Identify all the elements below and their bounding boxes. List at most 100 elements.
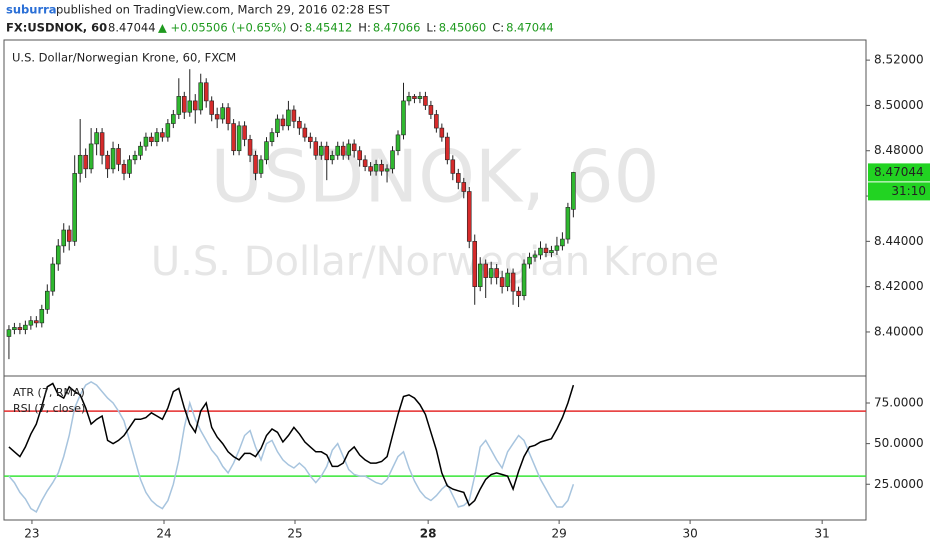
candle-body <box>340 145 346 156</box>
ohlc-label: L: <box>426 21 436 35</box>
candle-body <box>379 164 384 172</box>
candle-body <box>61 229 67 247</box>
candle-body <box>209 100 214 115</box>
candle-body <box>428 105 434 115</box>
candle-body <box>477 263 483 287</box>
pane-title: U.S. Dollar/Norwegian Krone, 60, FXCM <box>12 51 236 65</box>
candle-body <box>412 96 417 99</box>
candle-body <box>132 154 138 161</box>
candle-body <box>401 100 406 136</box>
header: suburra published on TradingView.com, Ma… <box>6 3 554 35</box>
candle-body <box>362 159 368 167</box>
candle-body <box>154 132 160 142</box>
candle-body <box>55 245 61 265</box>
candle-body <box>165 123 171 138</box>
ohlc-label: O: <box>290 21 303 35</box>
candle-body <box>77 154 83 174</box>
candle-body <box>121 164 127 174</box>
candle-body <box>275 118 280 133</box>
y-tick-label: 50.0000 <box>874 436 924 450</box>
candle-body <box>302 127 308 138</box>
candle-body <box>461 182 467 192</box>
x-tick-label: 30 <box>682 527 697 541</box>
y-tick-label: 75.0000 <box>874 396 924 410</box>
y-tick-label: 8.52000 <box>874 53 924 67</box>
panes: USDNOK, 60 U.S. Dollar/Norwegian Krone U.S… <box>4 51 930 541</box>
watermark: U.S. Dollar/Norwegian Krone <box>151 239 719 285</box>
ohlc-value: 8.45412 <box>305 21 353 35</box>
countdown-badge <box>868 182 930 201</box>
candle-body <box>88 143 94 170</box>
candle-body <box>253 154 258 174</box>
candle-body <box>450 159 456 174</box>
candle-body <box>17 327 23 330</box>
candle-body <box>423 96 428 106</box>
x-tick-label: 28 <box>420 527 437 541</box>
candle-body <box>456 173 461 183</box>
candle-body <box>50 263 56 292</box>
candle-body <box>538 247 543 256</box>
author[interactable]: suburra <box>6 3 57 17</box>
candle-body <box>357 150 362 161</box>
candle-body <box>499 277 505 287</box>
candle-body <box>72 173 77 242</box>
candle-body <box>335 145 341 156</box>
candle-body <box>203 82 209 102</box>
candle-body <box>494 268 499 278</box>
candle-body <box>94 132 99 145</box>
candle-body <box>549 250 554 253</box>
indicator-line <box>8 381 575 513</box>
candle-body <box>236 125 242 152</box>
x-tick-label: 31 <box>815 527 830 541</box>
candle-body <box>554 245 560 251</box>
candle-body <box>220 107 225 120</box>
ohlc-value: 8.47044 <box>506 21 554 35</box>
y-tick-label: 8.42000 <box>874 279 924 293</box>
last-price-label: 8.47044 <box>874 165 924 179</box>
candle-body <box>280 118 286 127</box>
candle-body <box>472 241 478 287</box>
candle-body <box>395 134 401 152</box>
candle-body <box>516 290 521 297</box>
symbol: FX:USDNOK, 60 <box>6 21 107 35</box>
candle-body <box>445 136 450 161</box>
candle-body <box>176 96 182 115</box>
candle-body <box>192 100 198 111</box>
candle-body <box>313 141 319 156</box>
candle-body <box>560 238 565 247</box>
candle-body <box>160 132 165 138</box>
candle-body <box>319 145 324 156</box>
candle-body <box>439 127 445 138</box>
y-tick-label: 8.40000 <box>874 324 924 338</box>
countdown-label: 31:10 <box>891 184 926 198</box>
candle-body <box>346 143 351 156</box>
candle-body <box>269 132 275 142</box>
candle-body <box>143 136 149 147</box>
candle-body <box>532 254 538 258</box>
candle-body <box>214 114 220 120</box>
ohlc-label: C: <box>492 21 504 35</box>
candle-body <box>116 148 121 165</box>
candle-body <box>258 159 264 174</box>
pane-border <box>3 39 867 521</box>
candle-body <box>34 320 39 324</box>
candle-body <box>505 272 510 287</box>
published: published on TradingView.com, March 29, … <box>56 3 390 17</box>
candle-body <box>187 100 193 113</box>
last-price-badge <box>868 163 930 182</box>
candle-body <box>510 272 516 292</box>
candle-body <box>83 154 88 170</box>
candle-body <box>138 145 143 156</box>
candle-body <box>171 114 176 124</box>
candle-body <box>434 114 439 129</box>
ohlc-value: 8.47066 <box>373 21 421 35</box>
candle-body <box>110 148 116 170</box>
candle-body <box>149 136 154 142</box>
y-tick-label: 25.0000 <box>874 477 924 491</box>
candle-body <box>264 141 269 161</box>
candle-body <box>406 96 412 102</box>
ohlc: O: 8.45412 H: 8.47066 L: 8.45060 C: 8.47044 <box>290 21 554 35</box>
candle-body <box>324 145 330 161</box>
